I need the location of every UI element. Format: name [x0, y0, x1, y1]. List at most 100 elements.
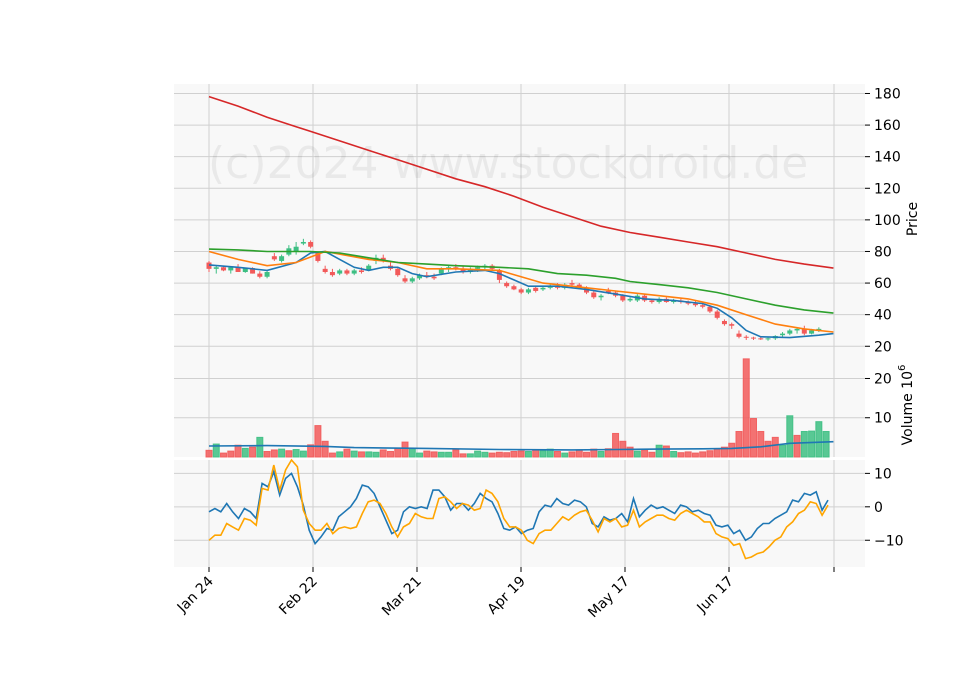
volume-bar	[604, 448, 612, 458]
volume-bar	[430, 451, 438, 458]
volume-bar	[713, 448, 721, 458]
volume-bar	[212, 443, 220, 458]
candle-body	[671, 300, 677, 303]
volume-bar	[699, 451, 707, 458]
candle-body	[794, 328, 800, 331]
x-tick-label: Feb 22	[276, 574, 321, 619]
volume-bar	[387, 451, 394, 458]
volume-bar	[495, 451, 503, 458]
candle-body	[475, 267, 481, 269]
volume-bar	[423, 450, 431, 458]
volume-bar	[437, 451, 445, 458]
volume-bar	[684, 451, 692, 458]
candle-body	[649, 300, 655, 303]
volume-bar	[626, 446, 634, 458]
oscillator-y-tick-label: 10	[874, 466, 892, 482]
volume-bar	[532, 449, 540, 458]
candle-body	[591, 292, 597, 298]
candle-body	[213, 267, 219, 269]
price-y-tick-label: 160	[874, 118, 901, 134]
volume-bar	[459, 453, 467, 458]
candle-body	[780, 333, 786, 336]
volume-bar	[786, 415, 794, 458]
price-axis-label: Price	[905, 202, 921, 236]
volume-bar	[321, 440, 329, 458]
volume-panel-background	[174, 351, 865, 457]
candle-body	[271, 256, 277, 260]
price-y-tick-label: 40	[874, 308, 892, 324]
candle-body	[743, 336, 749, 338]
volume-bar	[227, 450, 235, 458]
candle-body	[605, 290, 611, 293]
candle-body	[417, 275, 423, 279]
volume-axis-label-text: Volume 10	[900, 371, 916, 445]
candle-body	[431, 276, 437, 279]
volume-bar	[292, 449, 300, 458]
price-y-tick-label: 60	[874, 276, 892, 292]
candle-body	[504, 283, 510, 287]
volume-bar	[553, 451, 561, 458]
candle-body	[221, 267, 227, 271]
candle-body	[250, 268, 256, 274]
candle-body	[242, 268, 248, 273]
volume-bar	[583, 451, 591, 458]
volume-bar	[800, 430, 808, 458]
x-tick-label: Apr 19	[485, 574, 529, 618]
candle-body	[460, 268, 466, 273]
volume-bar	[307, 444, 315, 458]
oscillator-panel-background	[174, 460, 865, 567]
volume-bar	[764, 440, 772, 458]
candle-body	[554, 286, 560, 288]
volume-bar	[365, 451, 373, 458]
x-tick-label: Jan 24	[174, 573, 217, 616]
candle-body	[308, 241, 314, 247]
volume-bar	[793, 434, 801, 458]
moving-average-line	[208, 250, 834, 333]
oscillator-marks	[208, 458, 829, 560]
candle-body	[300, 241, 306, 244]
volume-bar	[539, 450, 547, 458]
volume-bar	[735, 430, 743, 458]
candle-body	[721, 320, 727, 325]
volume-bar	[401, 441, 409, 458]
oscillator-line	[208, 469, 829, 546]
volume-bar	[503, 452, 511, 458]
candle-body	[809, 330, 815, 334]
x-tick-label: Jun 17	[694, 574, 737, 617]
volume-bar	[568, 451, 576, 458]
volume-bar	[815, 421, 823, 458]
candle-body	[620, 295, 626, 301]
volume-bar	[263, 451, 271, 458]
price-y-tick-label: 120	[874, 181, 901, 197]
moving-average-line	[208, 248, 834, 314]
candle-body	[714, 311, 720, 318]
candle-body	[329, 272, 335, 276]
candle-body	[358, 270, 364, 273]
volume-bar	[357, 451, 365, 458]
volume-y-tick-label: 10	[874, 411, 892, 427]
volume-bar	[757, 430, 765, 458]
volume-bar	[648, 451, 656, 458]
volume-bar	[343, 448, 351, 458]
volume-bar	[481, 451, 489, 458]
volume-bar	[350, 450, 358, 458]
oscillator-y-tick-label: 0	[874, 500, 883, 516]
candle-body	[751, 337, 756, 339]
candle-body	[402, 278, 408, 282]
candle-body	[518, 289, 524, 293]
volume-bar	[706, 450, 714, 458]
volume-bar	[314, 425, 322, 458]
volume-bar	[524, 451, 532, 458]
volume-bar	[822, 430, 830, 458]
volume-axis-label: Volume 106	[897, 365, 916, 446]
candle-body	[787, 330, 793, 334]
volume-bar	[561, 452, 569, 458]
volume-bar	[270, 449, 278, 458]
volume-bar	[256, 436, 264, 458]
volume-bar	[742, 358, 750, 458]
candle-body	[736, 333, 742, 337]
volume-bar	[416, 452, 424, 458]
candle-body	[351, 270, 357, 274]
volume-bar	[379, 449, 387, 458]
